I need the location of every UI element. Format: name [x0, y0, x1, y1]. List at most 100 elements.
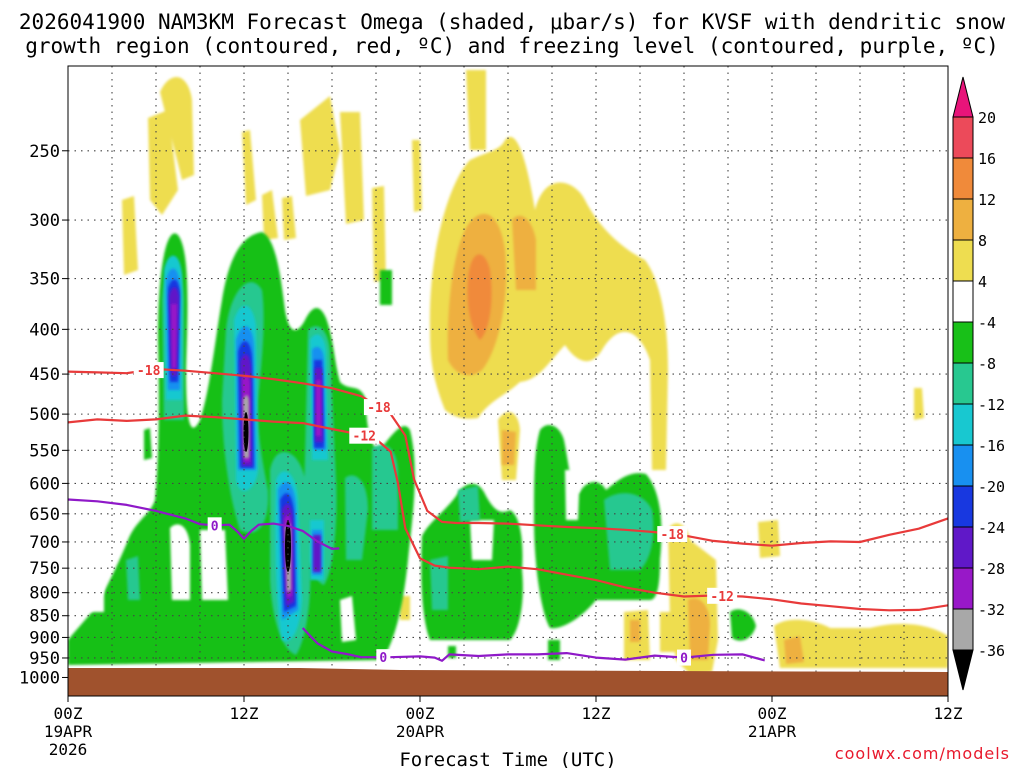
colorbar-swatch [952, 444, 974, 487]
omega-positive-region [242, 130, 256, 205]
x-tick-label: 12Z [230, 704, 259, 723]
y-tick-label: 650 [29, 505, 60, 525]
y-tick-label: 600 [29, 474, 60, 494]
x-tick-label: 00Z [406, 704, 435, 723]
contour-label-bg [376, 649, 391, 666]
omega-negative-region [372, 444, 398, 530]
y-tick-label: 300 [29, 211, 60, 231]
y-tick-label: 550 [29, 441, 60, 461]
omega-neutral-region [340, 596, 356, 642]
omega-negative-region [126, 556, 140, 600]
colorbar-tick-label: -36 [978, 642, 1005, 660]
source-credit[interactable]: coolwx.com/models [834, 744, 1010, 763]
omega-neutral-region [470, 520, 494, 560]
contour-label: -18 [137, 364, 161, 379]
omega-positive-region [148, 110, 178, 215]
y-tick-label: 1000 [19, 668, 60, 688]
omega-negative-region [730, 609, 756, 641]
x-tick-label: 00Z [54, 704, 83, 723]
chart-title-line2: growth region (contoured, red, ºC) and f… [25, 34, 999, 58]
y-tick-label: 800 [29, 584, 60, 604]
colorbar-swatch [952, 526, 974, 569]
omega-positive-region [262, 190, 278, 240]
colorbar-tick-label: 4 [978, 273, 987, 291]
x-tick-date-label: 19APR [44, 722, 93, 741]
contour-line [68, 414, 948, 612]
contour-line [68, 367, 948, 547]
omega-positive-region [630, 620, 640, 642]
omega-neutral-region [565, 470, 580, 520]
omega-negative-region [345, 475, 368, 560]
omega-positive-region [282, 196, 296, 240]
y-tick-label: 250 [29, 142, 60, 162]
omega-negative-region [604, 493, 654, 570]
omega-positive-region [758, 520, 780, 558]
colorbar-swatch [952, 362, 974, 405]
colorbar-swatch [952, 198, 974, 241]
contour-label-bg [133, 362, 164, 379]
colorbar-tick-label: -16 [978, 437, 1005, 455]
x-tick-label: 12Z [582, 704, 611, 723]
terrain-surface [68, 668, 948, 676]
contour-label: -18 [367, 401, 391, 416]
axes: 2503003504004505005506006507007508008509… [19, 142, 963, 759]
colorbar-tick-label: 8 [978, 232, 987, 250]
omega-positive-region [372, 186, 386, 282]
omega-positive-region [160, 77, 194, 180]
chart-title-line1: 2026041900 NAM3KM Forecast Omega (shaded… [18, 10, 1006, 34]
contour-label-bg [707, 587, 738, 604]
colorbar-swatch [952, 321, 974, 364]
colorbar-swatch [952, 567, 974, 610]
colorbar-tick-label: -8 [978, 355, 996, 373]
colorbar-tick-label: -4 [978, 314, 996, 332]
colorbar-swatch [952, 485, 974, 528]
omega-negative-region [458, 486, 480, 522]
y-tick-label: 850 [29, 607, 60, 627]
omega-negative-region [548, 640, 560, 660]
x-tick-label: 00Z [758, 704, 787, 723]
y-tick-label: 350 [29, 270, 60, 290]
colorbar-tick-label: -12 [978, 396, 1005, 414]
y-tick-label: 900 [29, 628, 60, 648]
omega-positive-region [660, 612, 676, 652]
contour-label-bg [207, 517, 222, 534]
omega-neutral-region [170, 524, 190, 600]
temperature-contours: -18 -18 -18 -12 -12 0 0 0 [68, 362, 948, 667]
contour-line [301, 627, 765, 662]
colorbar-tick-label: -28 [978, 560, 1005, 578]
contour-label: -18 [661, 528, 685, 543]
colorbar-over-arrow [952, 76, 974, 118]
contour-label: -12 [353, 430, 376, 445]
omega-positive-region [340, 112, 364, 224]
omega-negative-region [144, 428, 152, 460]
y-tick-label: 700 [29, 533, 60, 553]
omega-positive-region [300, 96, 340, 196]
omega-extreme-minimum [285, 520, 291, 572]
contour-label-bg [657, 526, 688, 543]
contour-label: 0 [379, 651, 387, 666]
omega-positive-region [914, 388, 924, 420]
omega-positive-region [122, 196, 138, 275]
y-tick-label: 750 [29, 559, 60, 579]
omega-positive-region [512, 215, 536, 290]
colorbar-under-arrow [952, 649, 974, 691]
contour-line [68, 498, 340, 550]
omega-positive-region [466, 70, 486, 150]
colorbar-tick-label: 12 [978, 191, 996, 209]
omega-negative-region [316, 380, 321, 436]
omega-positive-region [400, 596, 410, 620]
colorbar-swatch [952, 239, 974, 282]
plot-frame [67, 65, 949, 697]
colorbar-swatch [952, 116, 974, 159]
colorbar: 20 16 12 8 4 -4 -8 -12 -16 -20 -24 -28 -32 -36 [952, 76, 1005, 691]
x-tick-date-label: 21APR [748, 722, 797, 741]
y-tick-label: 500 [29, 405, 60, 425]
contour-label: 0 [680, 652, 688, 667]
contour-label: 0 [211, 519, 219, 534]
omega-neutral-region [88, 560, 104, 612]
x-tick-label: 12Z [934, 704, 963, 723]
omega-positive-region [467, 254, 492, 340]
omega-extreme-minimum [243, 412, 249, 452]
omega-neutral-region [200, 530, 228, 600]
x-tick-date-label: 20APR [396, 722, 445, 741]
